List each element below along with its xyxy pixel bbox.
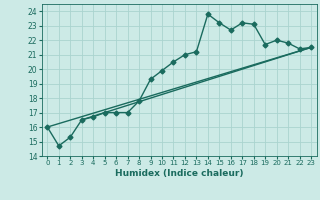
X-axis label: Humidex (Indice chaleur): Humidex (Indice chaleur) (115, 169, 244, 178)
